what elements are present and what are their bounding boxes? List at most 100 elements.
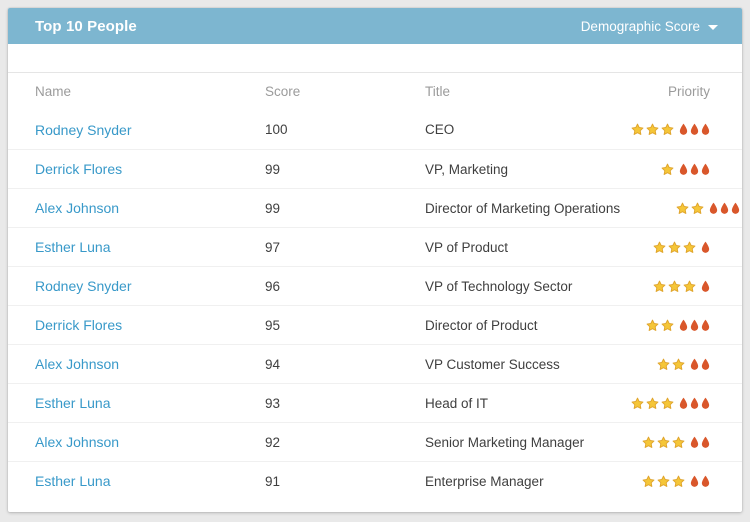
star-icon	[661, 123, 674, 135]
score-value: 97	[265, 239, 281, 255]
star-icon	[646, 123, 659, 135]
person-name-link[interactable]: Derrick Flores	[35, 161, 123, 177]
table-row: Derrick Flores 95 Director of Product	[8, 305, 742, 344]
star-icon	[661, 163, 674, 175]
star-icon	[657, 358, 670, 370]
flame-icon	[679, 319, 688, 331]
flame-icon	[690, 319, 699, 331]
flame-icon	[690, 436, 699, 448]
title-value: CEO	[425, 122, 455, 137]
star-icon	[672, 475, 685, 487]
flame-icon	[679, 397, 688, 409]
table: Name Score Title Priority Rodney Snyder …	[8, 44, 742, 500]
person-name-link[interactable]: Alex Johnson	[35, 356, 120, 372]
score-value: 99	[265, 161, 281, 177]
score-value: 99	[265, 200, 281, 216]
star-icon	[646, 397, 659, 409]
flame-icon	[701, 163, 710, 175]
star-icon	[631, 123, 644, 135]
person-name-link[interactable]: Esther Luna	[35, 239, 111, 255]
dropdown-label: Demographic Score	[580, 18, 700, 34]
title-value: Director of Product	[425, 317, 538, 333]
star-icon	[672, 358, 685, 370]
score-value: 92	[265, 434, 281, 450]
score-value: 96	[265, 278, 281, 294]
score-value: 100	[265, 122, 288, 137]
star-icon	[691, 202, 704, 214]
star-icon	[668, 241, 681, 253]
column-header-priority: Priority	[667, 84, 710, 99]
priority-icons	[590, 397, 710, 410]
top-10-people-card: Top 10 People Demographic Score Name Sco…	[8, 8, 742, 512]
person-name-link[interactable]: Alex Johnson	[35, 434, 120, 450]
priority-icons	[590, 163, 710, 176]
star-icon	[631, 397, 644, 409]
priority-icons	[590, 123, 710, 136]
table-row: Alex Johnson 92 Senior Marketing Manager	[8, 422, 742, 461]
star-icon	[672, 436, 685, 448]
column-header-score: Score	[265, 84, 301, 99]
table-header-row: Name Score Title Priority	[8, 72, 742, 110]
demographic-score-dropdown[interactable]: Demographic Score	[581, 19, 718, 34]
table-row: Rodney Snyder 100 CEO	[8, 110, 742, 149]
star-icon	[657, 475, 670, 487]
person-name-link[interactable]: Rodney Snyder	[35, 121, 132, 138]
person-name-link[interactable]: Alex Johnson	[35, 200, 120, 216]
flame-icon	[701, 123, 710, 136]
score-value: 91	[265, 473, 281, 489]
star-icon	[642, 436, 655, 448]
person-name-link[interactable]: Esther Luna	[35, 395, 111, 411]
title-value: VP of Product	[425, 239, 509, 255]
column-header-title: Title	[425, 84, 451, 99]
table-row: Esther Luna 93 Head of IT	[8, 383, 742, 422]
star-icon	[653, 241, 666, 253]
flame-icon	[701, 397, 710, 409]
card-header: Top 10 People Demographic Score	[8, 8, 742, 44]
caret-down-icon	[708, 24, 718, 30]
column-header-name: Name	[35, 84, 72, 99]
flame-icon	[709, 202, 718, 214]
page-title: Top 10 People	[35, 17, 137, 35]
title-value: Senior Marketing Manager	[425, 434, 585, 450]
star-icon	[676, 202, 689, 214]
score-value: 93	[265, 395, 281, 411]
star-icon	[661, 397, 674, 409]
table-row: Esther Luna 97 VP of Product	[8, 227, 742, 266]
flame-icon	[701, 319, 710, 331]
priority-icons	[620, 202, 740, 215]
flame-icon	[690, 475, 699, 487]
flame-icon	[731, 202, 740, 214]
flame-icon	[690, 397, 699, 409]
flame-icon	[690, 163, 699, 175]
star-icon	[646, 319, 659, 331]
flame-icon	[690, 123, 699, 136]
score-value: 94	[265, 356, 281, 372]
title-value: Enterprise Manager	[425, 473, 544, 489]
table-body: Rodney Snyder 100 CEO Derrick Flores 99 …	[8, 110, 742, 500]
table-row: Alex Johnson 94 VP Customer Success	[8, 344, 742, 383]
priority-icons	[590, 436, 710, 449]
star-icon	[653, 280, 666, 292]
flame-icon	[701, 436, 710, 448]
flame-icon	[701, 475, 710, 487]
star-icon	[668, 280, 681, 292]
star-icon	[683, 280, 696, 292]
table-row: Alex Johnson 99 Director of Marketing Op…	[8, 188, 742, 227]
title-value: VP of Technology Sector	[425, 278, 573, 294]
priority-icons	[590, 319, 710, 332]
priority-icons	[590, 475, 710, 488]
table-row: Esther Luna 91 Enterprise Manager	[8, 461, 742, 500]
flame-icon	[701, 241, 710, 253]
flame-icon	[679, 163, 688, 175]
score-value: 95	[265, 317, 281, 333]
person-name-link[interactable]: Esther Luna	[35, 473, 111, 489]
flame-icon	[679, 123, 688, 136]
title-value: VP, Marketing	[425, 161, 509, 177]
priority-icons	[590, 280, 710, 293]
star-icon	[642, 475, 655, 487]
flame-icon	[701, 280, 710, 292]
person-name-link[interactable]: Derrick Flores	[35, 317, 123, 333]
priority-icons	[590, 241, 710, 254]
flame-icon	[690, 358, 699, 370]
person-name-link[interactable]: Rodney Snyder	[35, 278, 132, 294]
